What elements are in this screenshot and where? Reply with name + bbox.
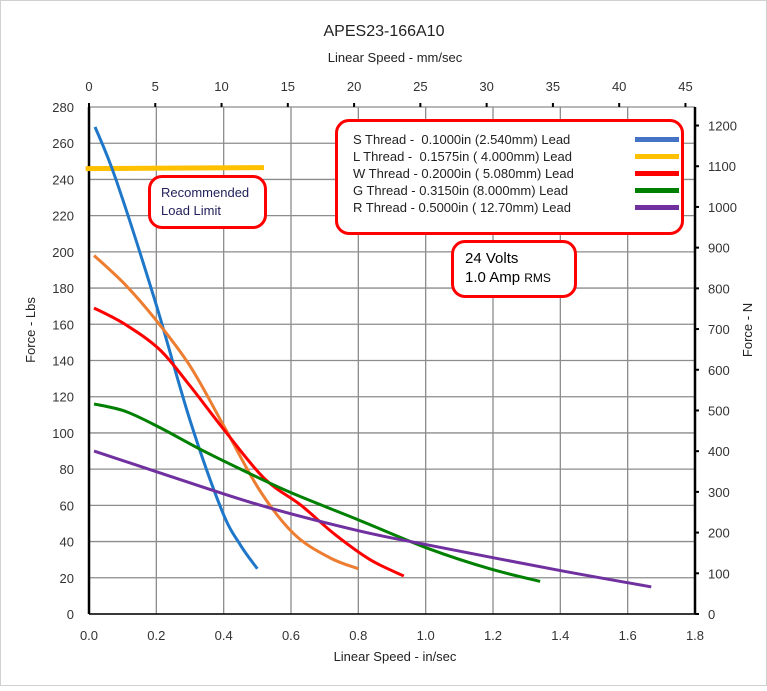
y-tick-label: 80 (60, 462, 74, 477)
y-tick-label: 120 (52, 390, 74, 405)
legend-entry: S Thread - 0.1000in (2.540mm) Lead (353, 131, 681, 148)
x2-tick-label: 25 (413, 79, 427, 94)
y2-tick-label: 700 (708, 322, 730, 337)
x2-tick-label: 45 (678, 79, 692, 94)
y2-axis-title: Force - N (740, 303, 755, 357)
y2-tick-label: 100 (708, 566, 730, 581)
legend-swatch (635, 205, 679, 210)
load-limit-line (85, 165, 265, 172)
x2-tick-label: 10 (214, 79, 228, 94)
y2-tick-label: 1200 (708, 119, 737, 134)
y-tick-label: 180 (52, 281, 74, 296)
y-tick-label: 240 (52, 172, 74, 187)
load-limit-note-line1: Recommended (161, 185, 250, 200)
y2-tick-label: 1000 (708, 200, 737, 215)
legend-entry: W Thread - 0.2000in ( 5.080mm) Lead (353, 165, 681, 182)
legend-label: L Thread - 0.1575in ( 4.000mm) Lead (353, 149, 572, 164)
y2-tick-label: 300 (708, 485, 730, 500)
x2-tick-label: 5 (152, 79, 159, 94)
series-line-r-thread (93, 449, 652, 589)
x-tick-label: 0.6 (282, 628, 300, 643)
y-tick-label: 200 (52, 245, 74, 260)
legend: S Thread - 0.1000in (2.540mm) Lead L Thre… (335, 119, 684, 235)
voltage-label: 24 Volts (465, 250, 519, 267)
y2-tick-label: 400 (708, 444, 730, 459)
y-axis-title: Force - Lbs (23, 297, 38, 363)
chart-title: APES23-166A10 (324, 23, 445, 40)
rms-label: RMS (524, 271, 551, 285)
power-note: 24 Volts 1.0 Amp RMS (451, 240, 577, 298)
y-tick-label: 220 (52, 209, 74, 224)
x-tick-label: 1.0 (417, 628, 435, 643)
legend-swatch (635, 154, 679, 159)
y2-tick-label: 0 (708, 607, 715, 622)
series-line-g-thread (93, 402, 541, 583)
y2-tick-label: 1100 (708, 159, 736, 174)
load-limit-note-line2: Load Limit (161, 203, 221, 218)
x2-tick-label: 15 (281, 79, 295, 94)
x-tick-label: 1.2 (484, 628, 502, 643)
y2-tick-label: 200 (708, 526, 730, 541)
x-tick-label: 0.8 (349, 628, 367, 643)
x-tick-label: 0.2 (147, 628, 165, 643)
y-tick-label: 60 (60, 498, 74, 513)
y2-tick-label: 500 (708, 403, 730, 418)
series-line-s-thread (93, 126, 259, 570)
current-value: 1.0 Amp (465, 269, 521, 286)
legend-label: W Thread - 0.2000in ( 5.080mm) Lead (353, 166, 574, 181)
legend-label: R Thread - 0.5000in ( 12.70mm) Lead (353, 200, 571, 215)
legend-entry: G Thread - 0.3150in (8.000mm) Lead (353, 182, 681, 199)
x2-tick-label: 40 (612, 79, 626, 94)
x-tick-label: 1.6 (619, 628, 637, 643)
legend-swatch (635, 188, 679, 193)
y-tick-label: 0 (67, 607, 74, 622)
x-axis-title: Linear Speed - in/sec (334, 649, 457, 664)
series-line-l-thread (93, 254, 359, 571)
y2-tick-label: 900 (708, 241, 730, 256)
x2-tick-label: 0 (85, 79, 92, 94)
legend-label: G Thread - 0.3150in (8.000mm) Lead (353, 183, 569, 198)
x-tick-label: 0.0 (80, 628, 98, 643)
legend-entry: L Thread - 0.1575in ( 4.000mm) Lead (353, 148, 681, 165)
x2-tick-label: 35 (546, 79, 560, 94)
x2-tick-label: 20 (347, 79, 361, 94)
load-limit-note: Recommended Load Limit (148, 175, 267, 229)
y-tick-label: 140 (52, 354, 74, 369)
x-tick-label: 0.4 (215, 628, 233, 643)
legend-entry: R Thread - 0.5000in ( 12.70mm) Lead (353, 199, 681, 216)
y-tick-label: 20 (60, 571, 74, 586)
legend-swatch (635, 137, 679, 142)
x2-tick-label: 30 (479, 79, 493, 94)
y-tick-label: 280 (52, 100, 74, 115)
current-label: 1.0 Amp RMS (465, 268, 574, 288)
x-tick-label: 1.8 (686, 628, 704, 643)
series-line-w-thread (93, 306, 405, 578)
x-tick-label: 1.4 (551, 628, 569, 643)
y-tick-label: 100 (52, 426, 74, 441)
legend-swatch (635, 171, 679, 176)
y-tick-label: 40 (60, 535, 74, 550)
y-tick-label: 160 (52, 317, 74, 332)
y2-tick-label: 600 (708, 363, 730, 378)
y2-tick-label: 800 (708, 281, 730, 296)
y-tick-label: 260 (52, 136, 74, 151)
x2-axis-title: Linear Speed - mm/sec (328, 50, 463, 65)
legend-label: S Thread - 0.1000in (2.540mm) Lead (353, 132, 571, 147)
